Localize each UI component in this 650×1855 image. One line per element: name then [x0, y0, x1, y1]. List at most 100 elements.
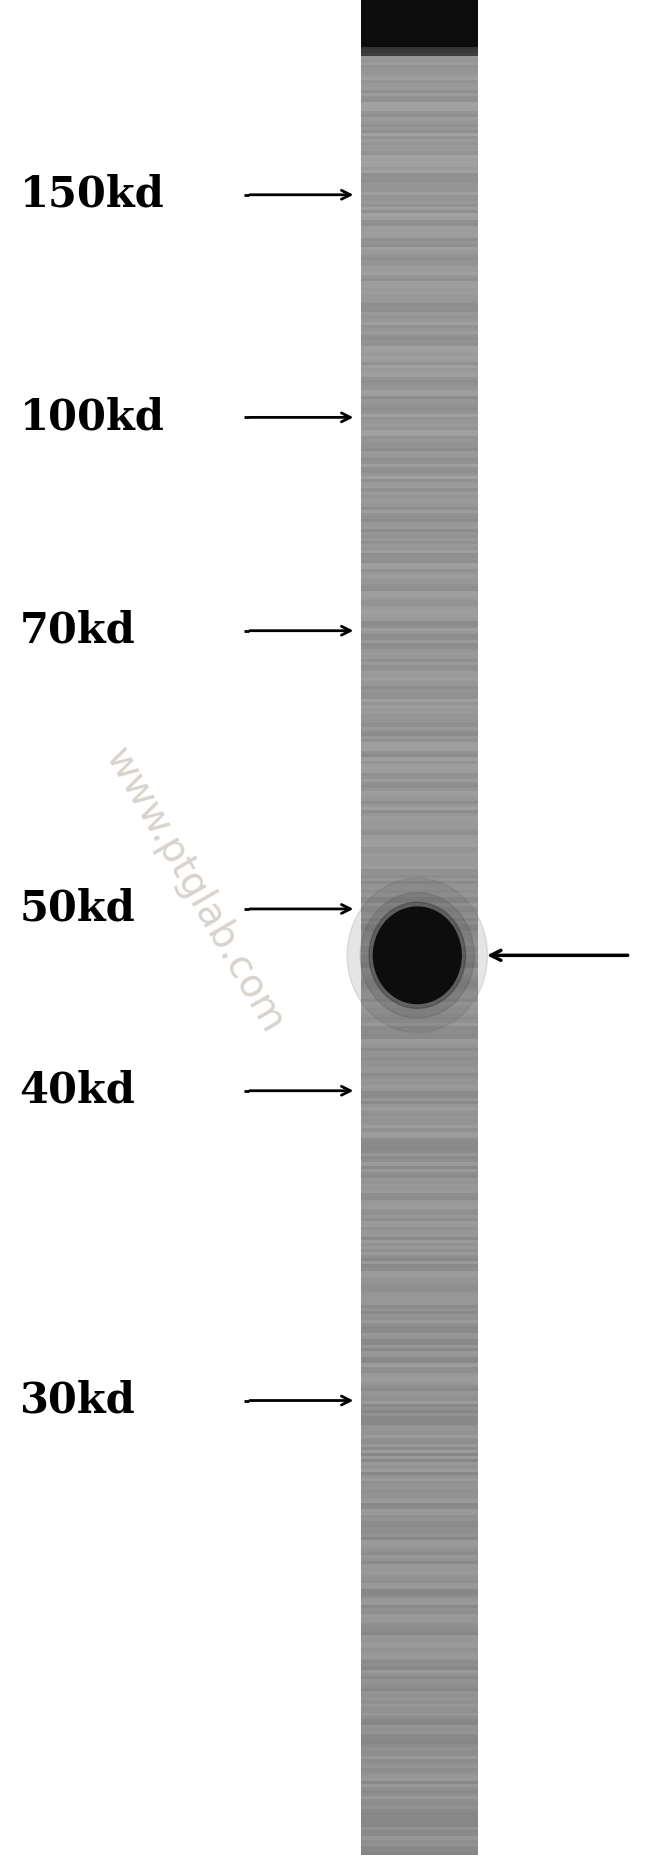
Bar — [361, 965, 478, 968]
Bar — [361, 1740, 478, 1744]
Bar — [361, 1692, 478, 1694]
Bar — [361, 1651, 478, 1655]
Bar — [361, 349, 478, 352]
Text: www.ptglab.com: www.ptglab.com — [98, 742, 292, 1039]
Bar — [361, 1215, 478, 1219]
Bar — [361, 692, 478, 696]
Bar — [361, 1239, 478, 1243]
Bar — [361, 1057, 478, 1061]
Bar — [361, 1410, 478, 1414]
Bar — [361, 998, 478, 1002]
Bar — [361, 228, 478, 232]
Bar — [361, 594, 478, 597]
Bar — [361, 655, 478, 659]
Bar — [361, 256, 478, 260]
Bar — [361, 785, 478, 788]
Bar — [361, 1302, 478, 1304]
Bar — [361, 672, 478, 673]
Bar — [361, 375, 478, 377]
Bar — [361, 1432, 478, 1434]
Bar — [361, 226, 478, 228]
Bar — [361, 931, 478, 933]
Bar — [361, 154, 478, 158]
Bar — [361, 1605, 478, 1608]
Bar — [361, 551, 478, 553]
Bar — [361, 608, 478, 612]
Bar — [361, 516, 478, 519]
Bar — [361, 1757, 478, 1759]
Bar — [361, 1530, 478, 1534]
Bar — [361, 1132, 478, 1135]
Bar — [361, 1085, 478, 1089]
Bar — [361, 770, 478, 774]
Bar — [361, 43, 478, 46]
Bar — [361, 334, 478, 338]
Bar — [361, 915, 478, 918]
Bar — [361, 1276, 478, 1280]
Bar — [361, 603, 478, 607]
Bar — [361, 1682, 478, 1684]
Bar — [361, 764, 478, 766]
Bar — [361, 900, 478, 903]
Bar — [361, 1376, 478, 1378]
Bar — [361, 158, 478, 161]
Bar — [361, 525, 478, 529]
Bar — [361, 727, 478, 729]
Bar — [361, 1731, 478, 1734]
Bar — [361, 1100, 478, 1104]
Bar — [361, 343, 478, 347]
Bar — [361, 1293, 478, 1295]
Bar — [361, 1657, 478, 1660]
Bar — [361, 1156, 478, 1159]
Bar — [361, 171, 478, 173]
Bar — [361, 1694, 478, 1697]
Bar — [361, 291, 478, 293]
Bar — [361, 829, 478, 831]
Bar — [361, 432, 478, 436]
Bar — [361, 204, 478, 208]
Bar — [361, 269, 478, 273]
Bar — [361, 189, 478, 191]
Bar — [361, 811, 478, 812]
Bar — [361, 59, 478, 61]
Bar — [361, 636, 478, 640]
Bar — [361, 571, 478, 575]
Bar — [361, 1849, 478, 1851]
Bar — [361, 1786, 478, 1790]
Bar — [361, 126, 478, 130]
Bar — [361, 1298, 478, 1302]
Bar — [361, 659, 478, 662]
Bar — [361, 1284, 478, 1286]
Bar — [361, 1113, 478, 1117]
Bar — [361, 783, 478, 785]
Bar — [361, 1323, 478, 1326]
Bar — [361, 556, 478, 560]
Bar — [361, 664, 478, 668]
Bar — [361, 1011, 478, 1015]
Bar — [361, 794, 478, 798]
Bar — [361, 1623, 478, 1627]
Bar — [361, 1289, 478, 1293]
Bar — [361, 1710, 478, 1712]
Bar — [361, 996, 478, 998]
Bar — [361, 755, 478, 757]
Bar — [361, 1785, 478, 1786]
Bar — [361, 1378, 478, 1382]
Bar — [361, 1020, 478, 1024]
Bar — [361, 1007, 478, 1011]
Bar — [361, 705, 478, 709]
Bar — [361, 319, 478, 321]
Bar — [361, 61, 478, 65]
Bar — [361, 1230, 478, 1234]
Bar — [361, 968, 478, 970]
Bar — [361, 1564, 478, 1567]
Bar — [361, 1336, 478, 1339]
Bar — [361, 1562, 478, 1564]
Bar — [361, 1836, 478, 1840]
Bar — [361, 1386, 478, 1388]
Bar — [361, 825, 478, 829]
Bar — [361, 1803, 478, 1805]
Bar — [361, 265, 478, 269]
Bar — [361, 1796, 478, 1799]
Bar — [361, 1679, 478, 1682]
